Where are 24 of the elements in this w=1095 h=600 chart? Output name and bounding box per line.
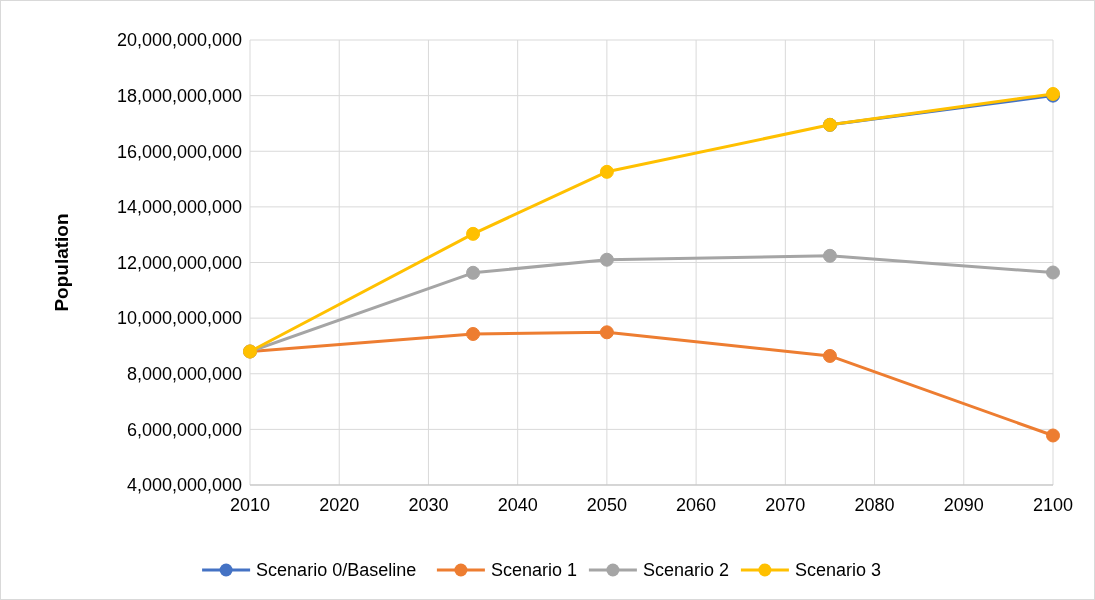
x-tick-label: 2030: [408, 495, 449, 515]
x-tick-label: 2050: [586, 495, 627, 515]
y-tick-label: 16,000,000,000: [116, 141, 242, 162]
y-tick-label: 18,000,000,000: [116, 85, 242, 106]
y-tick-label: 8,000,000,000: [126, 364, 242, 385]
y-tick-label: 12,000,000,000: [116, 252, 242, 273]
x-tick-label: 2100: [1032, 495, 1074, 515]
x-tick-label: 2070: [765, 495, 806, 515]
y-tick-label: 10,000,000,000: [116, 308, 242, 329]
legend-label: Scenario 2: [642, 560, 729, 581]
y-tick-label: 14,000,000,000: [116, 197, 242, 218]
x-tick-label: 2040: [497, 495, 538, 515]
x-tick-label: 2090: [943, 495, 984, 515]
legend-label: Scenario 0/Baseline: [256, 560, 417, 581]
legend-label: Scenario 3: [794, 560, 881, 581]
y-tick-label: 4,000,000,000: [126, 475, 242, 496]
y-axis-title: Population: [51, 213, 72, 312]
x-tick-label: 2020: [319, 495, 360, 515]
x-tick-label: 2010: [229, 495, 271, 515]
y-tick-label: 20,000,000,000: [116, 30, 242, 51]
y-tick-label: 6,000,000,000: [126, 419, 242, 440]
legend-label: Scenario 1: [490, 560, 577, 581]
x-tick-label: 2080: [854, 495, 895, 515]
x-tick-label: 2060: [676, 495, 717, 515]
